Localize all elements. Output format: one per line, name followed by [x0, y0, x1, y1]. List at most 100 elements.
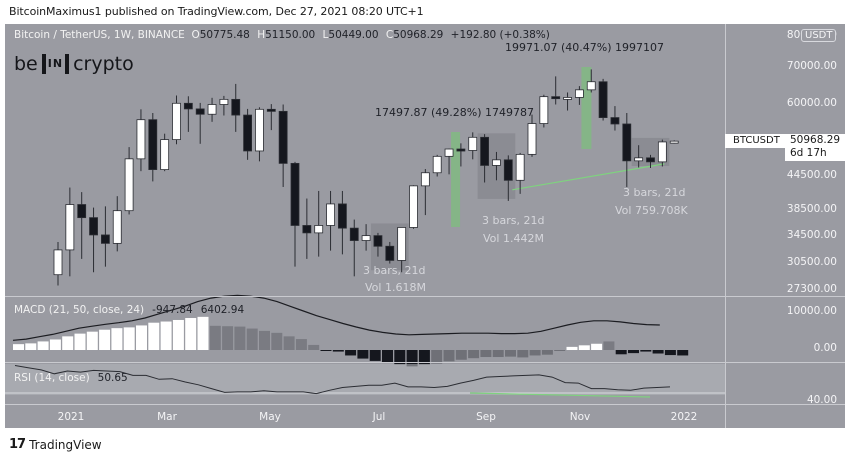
- macd-bar: [394, 350, 406, 365]
- macd-bar: [480, 350, 492, 358]
- pane-divider-macd[interactable]: [5, 296, 845, 297]
- candle: [136, 119, 146, 160]
- candle: [527, 123, 537, 155]
- candle: [172, 102, 181, 141]
- candle: [598, 81, 608, 118]
- time-axis[interactable]: 2021 Mar May Jul Sep Nov 2022: [5, 404, 725, 428]
- macd-bar: [345, 350, 357, 356]
- candle: [255, 108, 264, 152]
- candle: [124, 158, 134, 212]
- time-label: Jul: [372, 411, 386, 423]
- candle: [468, 136, 478, 151]
- rsi-line: [14, 365, 671, 395]
- macd-bar: [25, 343, 37, 350]
- candle: [314, 225, 324, 234]
- macd-bar: [308, 344, 320, 350]
- candle: [397, 227, 407, 261]
- candle: [373, 235, 383, 247]
- price-axis[interactable]: 80000.00 70000.00 60000.00 44500.00 3850…: [726, 24, 845, 428]
- price-tick: 70000.00: [786, 60, 837, 72]
- macd-bar: [111, 328, 123, 350]
- macd-bar: [197, 316, 209, 350]
- candle: [539, 96, 549, 124]
- price-tick: 27300.00: [786, 283, 837, 295]
- macd-bar: [615, 350, 627, 355]
- candle: [480, 136, 490, 166]
- candle: [101, 234, 110, 244]
- macd-bar: [517, 350, 529, 358]
- macd-bar: [295, 339, 307, 350]
- candle: [420, 172, 430, 187]
- macd-bar: [271, 332, 283, 350]
- bar-countdown: 6d 17h: [790, 147, 827, 159]
- beincrypto-logo: be IN crypto: [14, 53, 134, 75]
- macd-bar: [554, 350, 566, 351]
- macd-bar: [677, 350, 689, 356]
- measure-label-1: 17497.87 (49.28%) 1749787: [375, 106, 534, 119]
- low-value: 50449.00: [328, 29, 379, 41]
- tradingview-brand: TradingView: [29, 437, 102, 452]
- macd-bar: [357, 350, 369, 359]
- candle: [551, 96, 561, 100]
- macd-bar: [246, 328, 258, 350]
- last-price: 50968.29: [790, 134, 841, 146]
- candle: [361, 235, 371, 241]
- macd-bar: [37, 341, 49, 350]
- candle: [385, 245, 395, 261]
- candle: [432, 155, 442, 174]
- symbol-legend: Bitcoin / TetherUS, 1W, BINANCE O50775.4…: [14, 29, 550, 41]
- box1-bars: 3 bars, 21d: [363, 264, 426, 277]
- candle: [112, 210, 122, 244]
- candle: [337, 203, 347, 229]
- tradingview-footer[interactable]: 17 TradingView: [9, 437, 102, 452]
- measure-highlight[interactable]: [451, 132, 461, 227]
- candle: [65, 204, 75, 251]
- candle: [646, 157, 655, 163]
- candle: [492, 159, 501, 166]
- macd-bar: [332, 350, 344, 352]
- support-trendline[interactable]: [512, 163, 665, 191]
- rsi-tick: 40.00: [806, 394, 837, 406]
- macd-title: MACD (21, 50, close, 24) -947.84 6402.94: [14, 304, 245, 316]
- time-label: 2022: [670, 411, 698, 423]
- price-tick: 60000.00: [786, 97, 837, 109]
- price-tick: 30500.00: [786, 256, 837, 268]
- time-label: Sep: [476, 411, 496, 423]
- candle: [515, 153, 525, 181]
- macd-bar: [578, 345, 590, 350]
- candle: [219, 98, 229, 105]
- open-value: 50775.48: [199, 29, 250, 41]
- macd-bar: [468, 350, 480, 359]
- chart-frame[interactable]: Bitcoin / TetherUS, 1W, BINANCE O50775.4…: [5, 24, 846, 428]
- macd-tick: 0.00: [813, 342, 837, 354]
- box2-volume: Vol 1.442M: [483, 232, 544, 245]
- macd-bar: [160, 321, 172, 350]
- macd-signal-line: [12, 294, 660, 341]
- candle: [77, 204, 87, 219]
- macd-bar: [406, 350, 418, 367]
- time-label: Mar: [157, 411, 177, 423]
- macd-bar: [222, 326, 234, 350]
- candle: [290, 162, 300, 226]
- macd-bar: [172, 319, 184, 350]
- candle: [326, 203, 335, 226]
- pane-divider-rsi[interactable]: [5, 362, 845, 363]
- macd-bar: [566, 346, 578, 350]
- macd-bar: [86, 331, 98, 350]
- candle: [243, 114, 253, 152]
- measure-highlight[interactable]: [581, 67, 592, 149]
- candle: [89, 217, 98, 236]
- macd-bar: [62, 336, 74, 350]
- rsi-divergence-line[interactable]: [469, 392, 651, 398]
- currency-button[interactable]: USDT: [801, 29, 837, 42]
- macd-bar: [49, 339, 61, 350]
- candle: [456, 148, 466, 152]
- rsi-title: RSI (14, close) 50.65: [14, 372, 128, 384]
- candle: [575, 89, 584, 98]
- macd-bar: [185, 318, 197, 350]
- candle: [278, 110, 288, 164]
- chart-canvas[interactable]: [5, 24, 725, 404]
- time-axis-divider: [5, 404, 845, 405]
- close-value: 50968.29: [393, 29, 444, 41]
- tradingview-logo-icon: 17: [9, 437, 26, 452]
